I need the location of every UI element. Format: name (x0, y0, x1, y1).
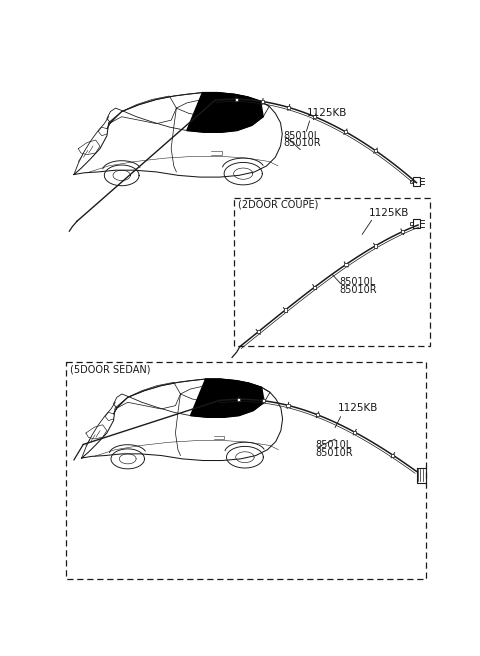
Bar (261, 100, 264, 103)
Text: 1125KB: 1125KB (306, 108, 347, 117)
Bar (413, 219, 420, 228)
Text: 85010L: 85010L (283, 131, 320, 141)
Text: 85010R: 85010R (283, 138, 321, 148)
Bar (401, 230, 404, 234)
Bar (316, 413, 319, 417)
Bar (373, 245, 377, 247)
Bar (391, 454, 395, 457)
Bar (287, 404, 289, 407)
Text: 85010R: 85010R (339, 285, 377, 295)
Bar (374, 149, 377, 152)
Text: (2DOOR COUPE): (2DOOR COUPE) (238, 199, 319, 209)
Bar (344, 131, 347, 133)
Bar (66, 362, 426, 579)
Text: 85010L: 85010L (339, 277, 375, 287)
Text: 85010R: 85010R (316, 448, 353, 458)
Bar (234, 198, 430, 346)
Text: 1125KB: 1125KB (337, 403, 378, 413)
Bar (313, 285, 316, 289)
Text: 1125KB: 1125KB (369, 208, 409, 218)
Bar (237, 398, 240, 401)
Bar (256, 331, 260, 333)
Bar (413, 176, 420, 186)
Bar (284, 308, 287, 312)
Polygon shape (187, 92, 263, 133)
Polygon shape (191, 379, 264, 417)
Text: (5DOOR SEDAN): (5DOOR SEDAN) (70, 365, 151, 375)
Bar (262, 400, 265, 402)
Bar (353, 430, 356, 434)
Bar (235, 98, 238, 101)
Bar (287, 106, 290, 109)
Text: 85010L: 85010L (316, 440, 352, 450)
Bar (345, 263, 348, 266)
Bar (313, 115, 316, 118)
